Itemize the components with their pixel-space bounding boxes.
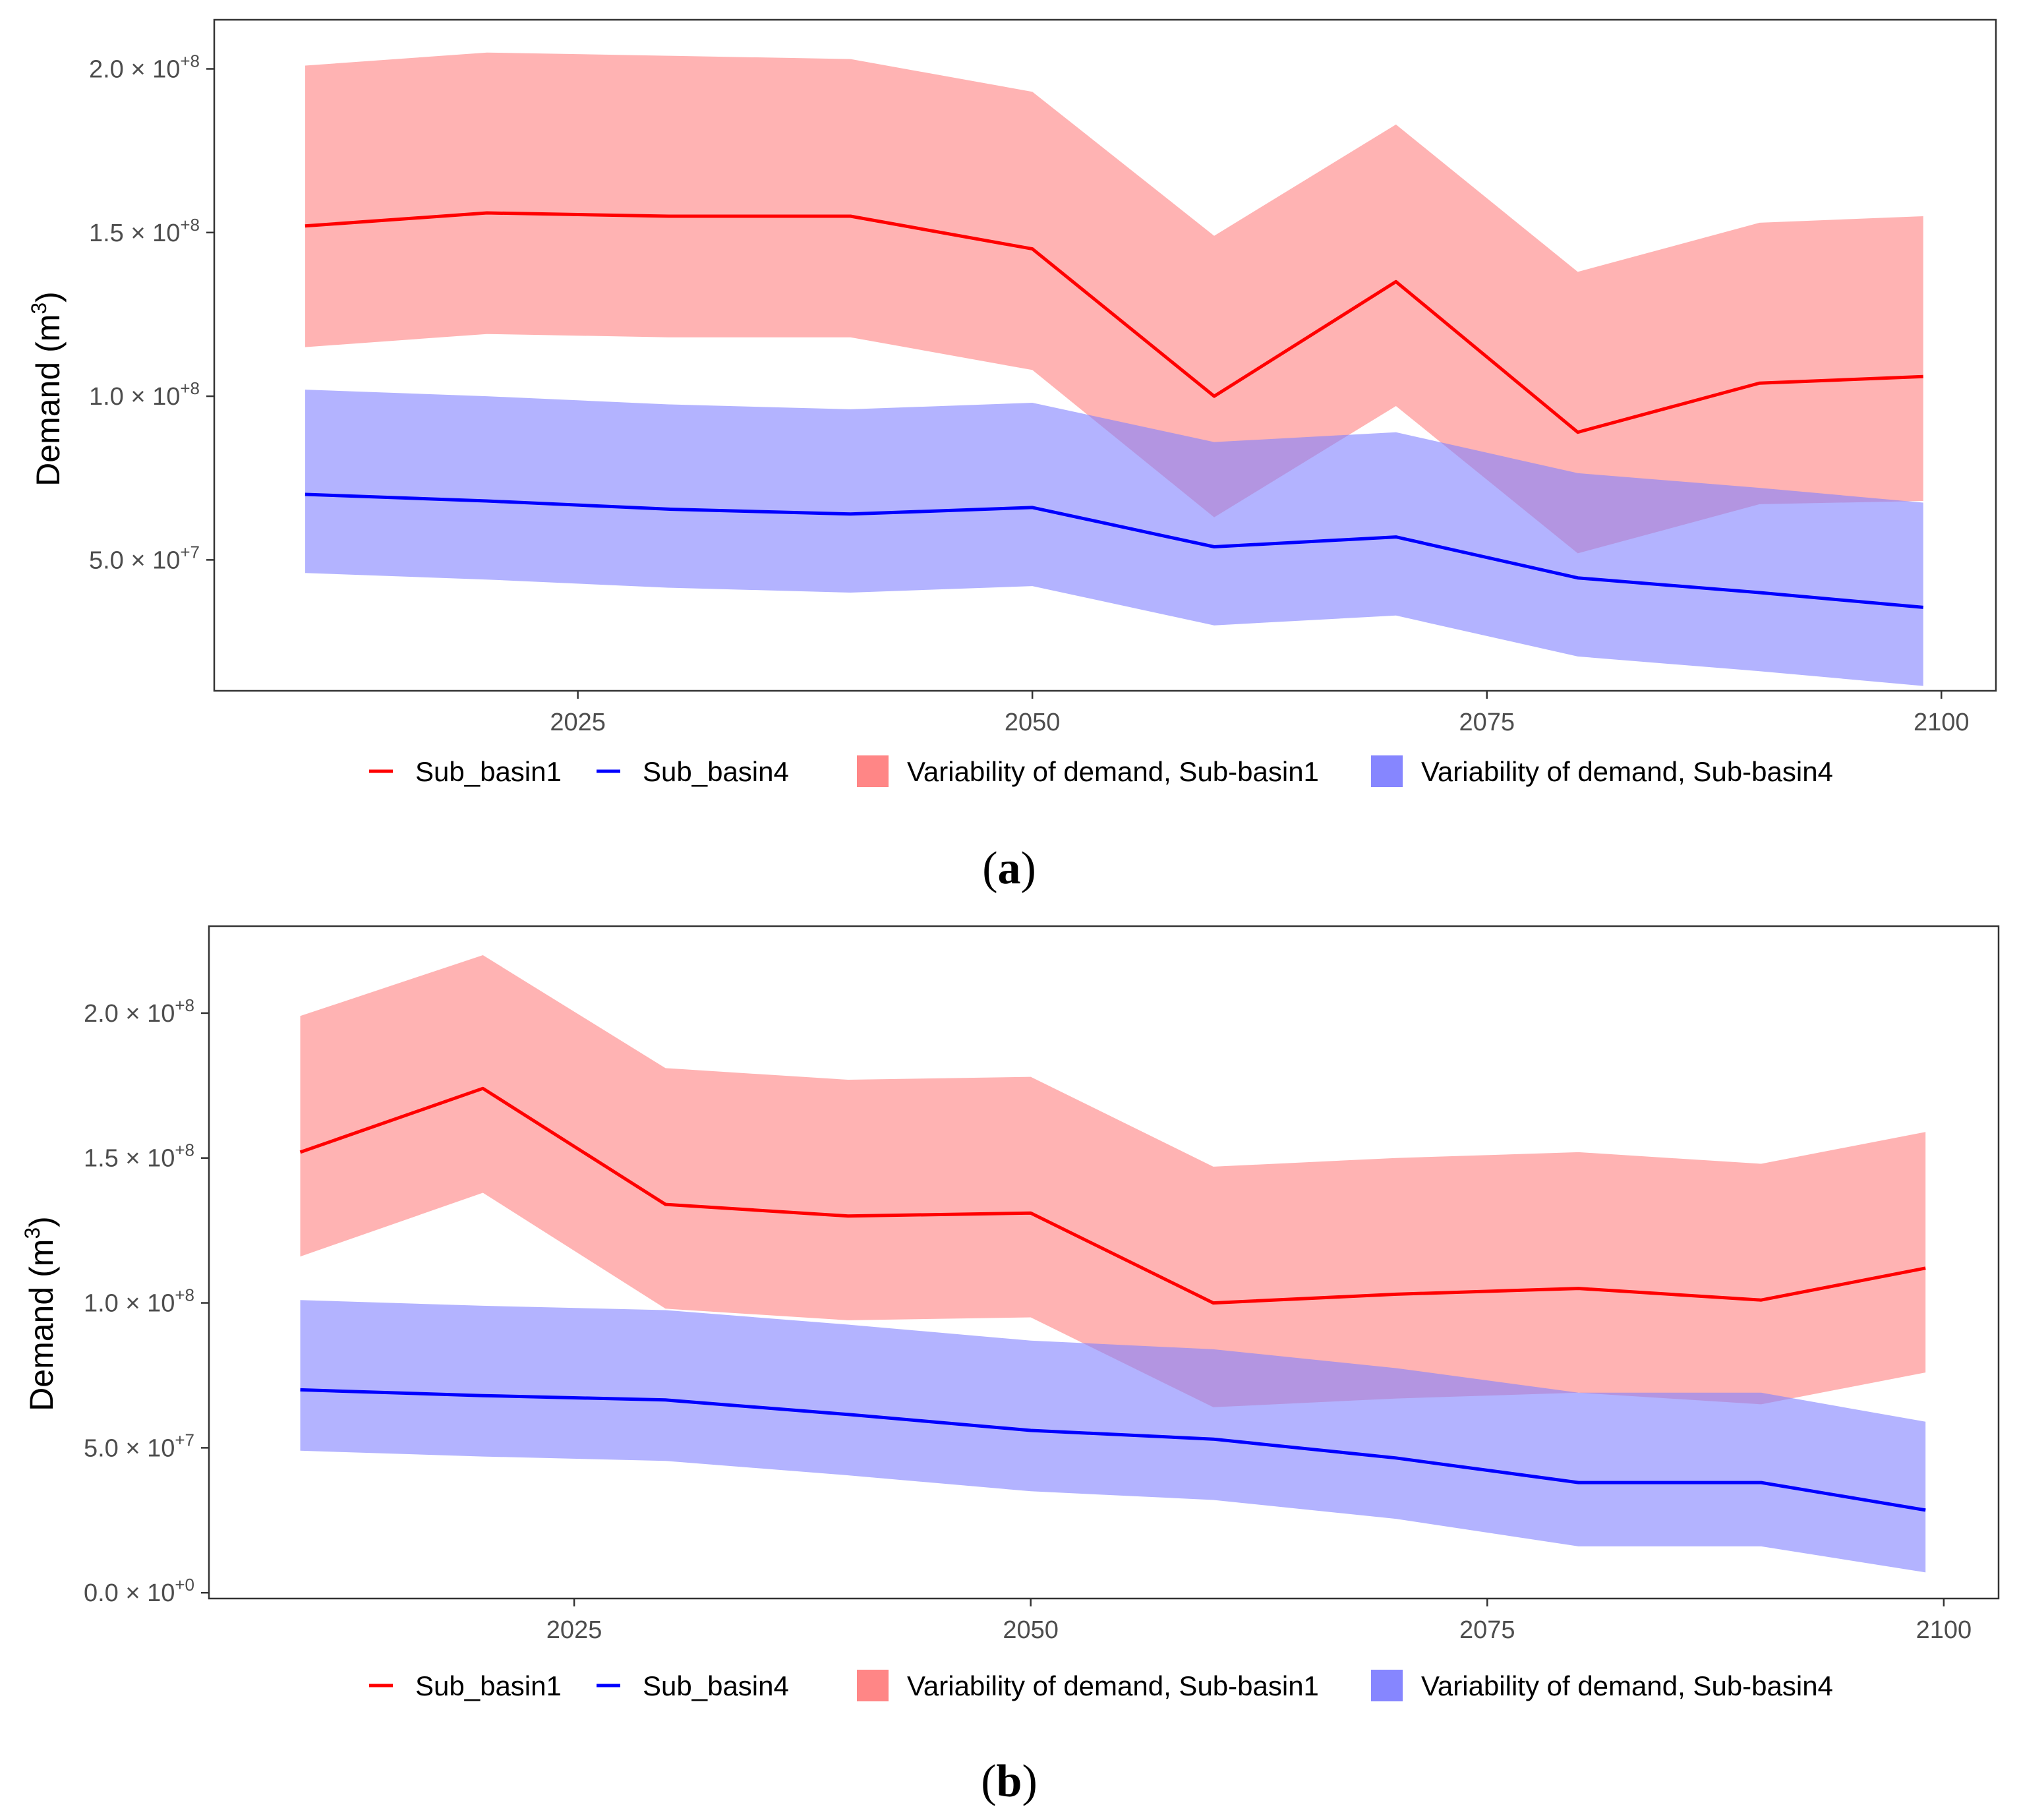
y-tick-label: 5.0 × 10+7 [84,1430,194,1462]
legend-item-sub-basin4: Sub_basin4 [597,1670,789,1701]
y-tick-label: 0.0 × 10+0 [84,1575,194,1607]
legend-label: Variability of demand, Sub-basin1 [907,1670,1319,1701]
legend-item-variability-sub-basin1: Variability of demand, Sub-basin1 [857,1670,1319,1701]
legend-item-sub-basin1: Sub_basin1 [369,1670,562,1701]
legend-label: Variability of demand, Sub-basin1 [907,756,1319,787]
panel-label-a: (a) [982,843,1036,894]
panel-b: Demand (m3) (b) 0.0 × 10+0 5.0 × 10+7 1.0 … [20,925,2000,1807]
line-sub-basin4 [300,1388,1926,1512]
x-tick-label: 2050 [1005,709,1061,736]
legend-key-swatch [1371,1670,1403,1701]
y-axis-title-superscript: 3 [20,1227,44,1239]
y-axis-title-b: Demand (m3) [20,1216,60,1411]
y-tick-label: 2.0 × 10+8 [84,995,194,1028]
legend-item-sub-basin4: Sub_basin4 [597,756,789,787]
y-axis-title-close: ) [23,1216,60,1227]
panel-border [213,18,1997,692]
x-tick-label: 2075 [1459,709,1515,736]
y-tick-label: 1.5 × 10+8 [84,1140,194,1173]
legend-label: Sub_basin4 [643,1670,789,1701]
y-tick-label: 1.5 × 10+8 [89,215,200,247]
x-tick-label: 2025 [546,1616,602,1644]
panel-a: Demand (m3) (a) 5.0 × 10+7 1.0 × 10+8 1.5 … [27,18,1997,894]
line-sub-basin1 [299,1086,1926,1305]
legend-label: Variability of demand, Sub-basin4 [1421,1670,1833,1701]
line-sub-basin4 [305,492,1923,609]
legend: Sub_basin1 Sub_basin4 Variability of deman… [369,1670,1833,1701]
band-sub-basin4 [300,1300,1926,1573]
legend-item-variability-sub-basin1: Variability of demand, Sub-basin1 [857,755,1319,787]
line-sub-basin1 [305,211,1923,434]
x-tick-label: 2075 [1459,1616,1515,1644]
y-axis-title-text: Demand (m [23,1239,60,1411]
legend-item-variability-sub-basin4: Variability of demand, Sub-basin4 [1371,1670,1833,1701]
legend-item-sub-basin1: Sub_basin1 [369,756,562,787]
panel-border [208,925,2000,1600]
band-sub-basin1 [300,955,1926,1407]
band-sub-basin1 [305,52,1923,554]
x-tick-label: 2050 [1003,1616,1059,1644]
x-tick-label: 2025 [550,709,606,736]
x-tick-label: 2100 [1914,709,1970,736]
y-axis-title-text: Demand (m [30,314,67,486]
y-tick-label: 2.0 × 10+8 [89,51,200,83]
y-tick-label: 5.0 × 10+7 [89,542,200,574]
legend-label: Sub_basin4 [643,756,789,787]
y-axis-title-superscript: 3 [27,303,51,314]
y-tick-label: 1.0 × 10+8 [84,1285,194,1318]
legend-key-swatch [857,755,889,787]
y-axis-title-a: Demand (m3) [27,291,67,486]
legend-key-swatch [857,1670,889,1701]
panel-label-b: (b) [981,1756,1038,1807]
y-tick-label: 1.0 × 10+8 [89,378,200,411]
x-tick-label: 2100 [1916,1616,1972,1644]
legend-label: Sub_basin1 [415,756,562,787]
legend: Sub_basin1 Sub_basin4 Variability of deman… [369,755,1833,787]
legend-key-swatch [1371,755,1403,787]
y-axis-title-close: ) [30,291,67,303]
legend-label: Variability of demand, Sub-basin4 [1421,756,1833,787]
legend-item-variability-sub-basin4: Variability of demand, Sub-basin4 [1371,755,1833,787]
band-sub-basin4 [305,390,1923,686]
legend-label: Sub_basin1 [415,1670,562,1701]
